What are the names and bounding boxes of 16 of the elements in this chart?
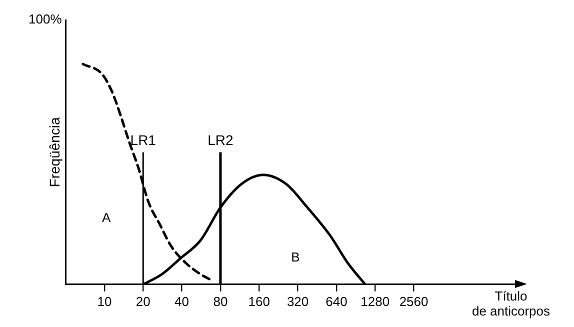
ref-line-label: LR2 — [208, 132, 234, 148]
x-tick-label: 20 — [136, 294, 150, 309]
x-tick-label: 10 — [97, 294, 112, 309]
x-tick-label: 2560 — [399, 294, 428, 309]
x-tick-label: 80 — [213, 294, 228, 309]
annotation: B — [291, 250, 300, 265]
x-axis-title: Título de anticorpos — [472, 288, 551, 318]
y-axis-title: Freqüência — [46, 116, 62, 188]
annotation: A — [102, 210, 111, 225]
x-tick-label: 320 — [286, 294, 309, 309]
x-tick-label: 160 — [248, 294, 270, 309]
x-tick-label: 40 — [174, 294, 190, 309]
text: 100% — [28, 12, 62, 27]
ref-line-label: LR1 — [130, 132, 156, 148]
x-tick-label: 1280 — [360, 294, 390, 309]
x-tick-label: 640 — [326, 294, 348, 309]
